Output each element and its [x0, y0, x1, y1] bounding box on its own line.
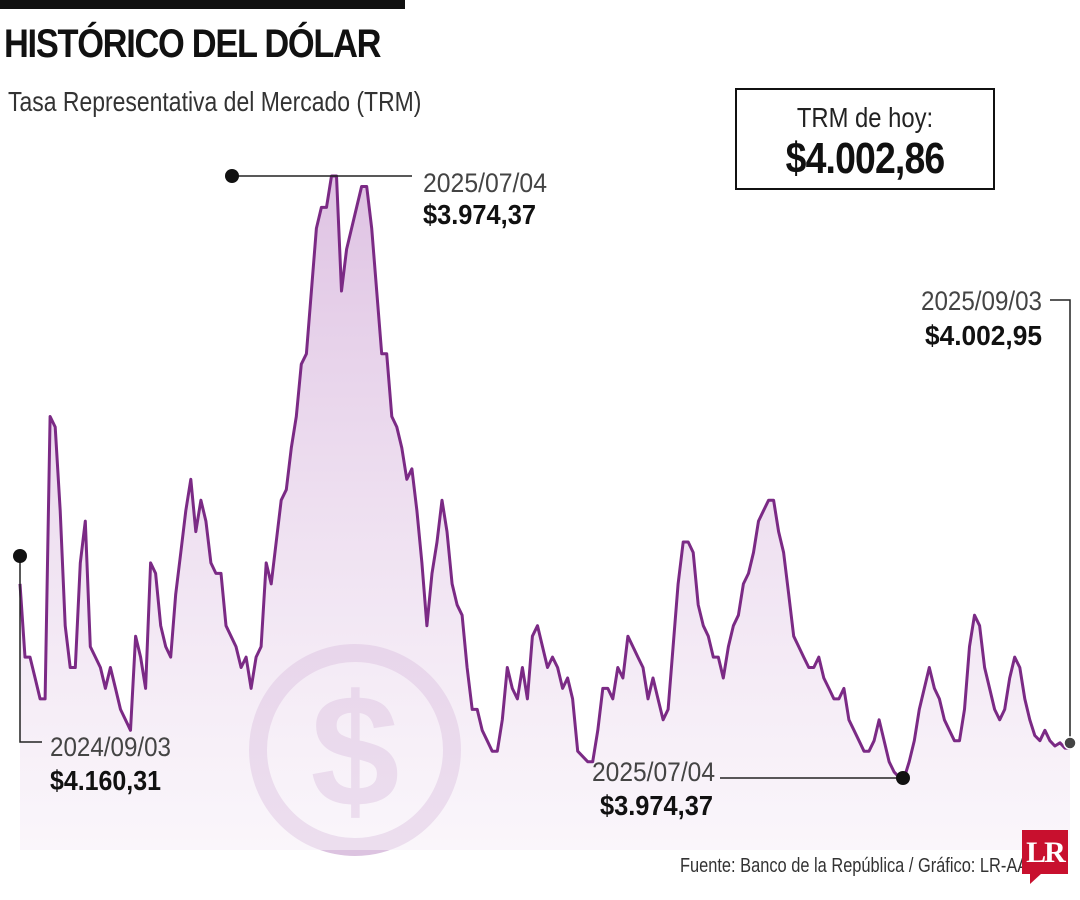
- marker-high: [225, 169, 239, 183]
- annotation-low-date: 2025/07/04: [592, 757, 715, 787]
- area-fill: [20, 176, 1070, 850]
- annotation-low-value: $3.974,37: [600, 790, 713, 821]
- annotation-end-value: $4.002,95: [925, 320, 1042, 351]
- source-credit: Fuente: Banco de la República / Gráfico:…: [680, 855, 1029, 877]
- top-rule: [0, 0, 405, 9]
- annotation-low: 2025/07/04 $3.974,37: [592, 757, 715, 821]
- chart-subtitle: Tasa Representativa del Mercado (TRM): [8, 86, 422, 117]
- annotation-start: 2024/09/03 $4.160,31: [50, 732, 171, 796]
- annotation-start-value: $4.160,31: [50, 765, 161, 796]
- lr-logo: LR: [1022, 830, 1068, 884]
- annotation-end-date: 2025/09/03: [921, 286, 1042, 316]
- annotation-end: 2025/09/03 $4.002,95: [921, 286, 1042, 351]
- annotation-leaders: [19, 175, 1071, 779]
- annotation-high-value: $3.974,37: [423, 199, 536, 230]
- today-rate-box: TRM de hoy: $4.002,86: [735, 88, 995, 190]
- lr-logo-text: LR: [1026, 836, 1066, 869]
- marker-start: [13, 549, 27, 563]
- annotation-start-date: 2024/09/03: [50, 732, 171, 762]
- marker-end: [1063, 736, 1077, 750]
- annotation-high: 2025/07/04 $3.974,37: [423, 168, 547, 230]
- chart-title: HISTÓRICO DEL DÓLAR: [4, 22, 381, 66]
- annotation-high-date: 2025/07/04: [423, 168, 547, 198]
- today-rate-label: TRM de hoy:: [796, 102, 934, 133]
- today-rate-value: $4.002,86: [785, 134, 946, 183]
- series-line: [18, 174, 1070, 780]
- marker-low: [896, 771, 910, 785]
